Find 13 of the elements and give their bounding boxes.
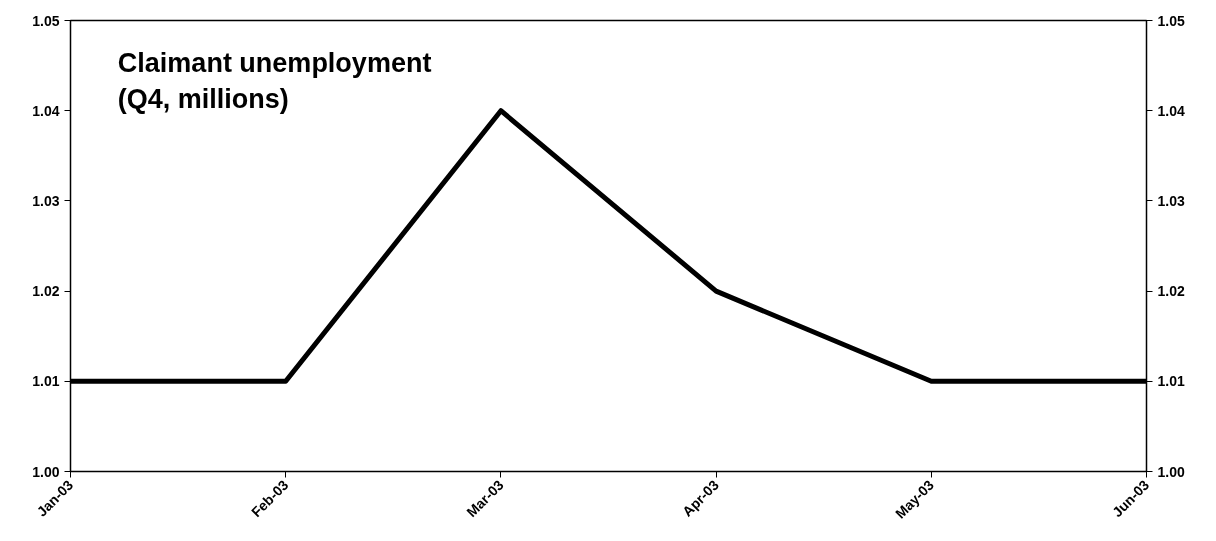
y-tick-label: 1.00 xyxy=(32,463,60,480)
y2-tick-label: 1.01 xyxy=(1157,373,1185,390)
y2-tick-label: 1.05 xyxy=(1157,12,1185,29)
y2-tick-label: 1.04 xyxy=(1157,102,1185,119)
y-tick-label: 1.02 xyxy=(32,283,60,300)
text: Claimant unemployment (Q4, millions) xyxy=(117,47,432,114)
y-tick-label: 1.03 xyxy=(32,192,60,209)
y2-tick-label: 1.03 xyxy=(1157,192,1185,209)
y-tick-label: 1.01 xyxy=(32,373,60,390)
y2-tick-label: 1.02 xyxy=(1157,283,1185,300)
y-tick-label: 1.05 xyxy=(32,12,60,29)
y-tick-label: 1.04 xyxy=(32,102,60,119)
y2-tick-label: 1.00 xyxy=(1157,463,1185,480)
